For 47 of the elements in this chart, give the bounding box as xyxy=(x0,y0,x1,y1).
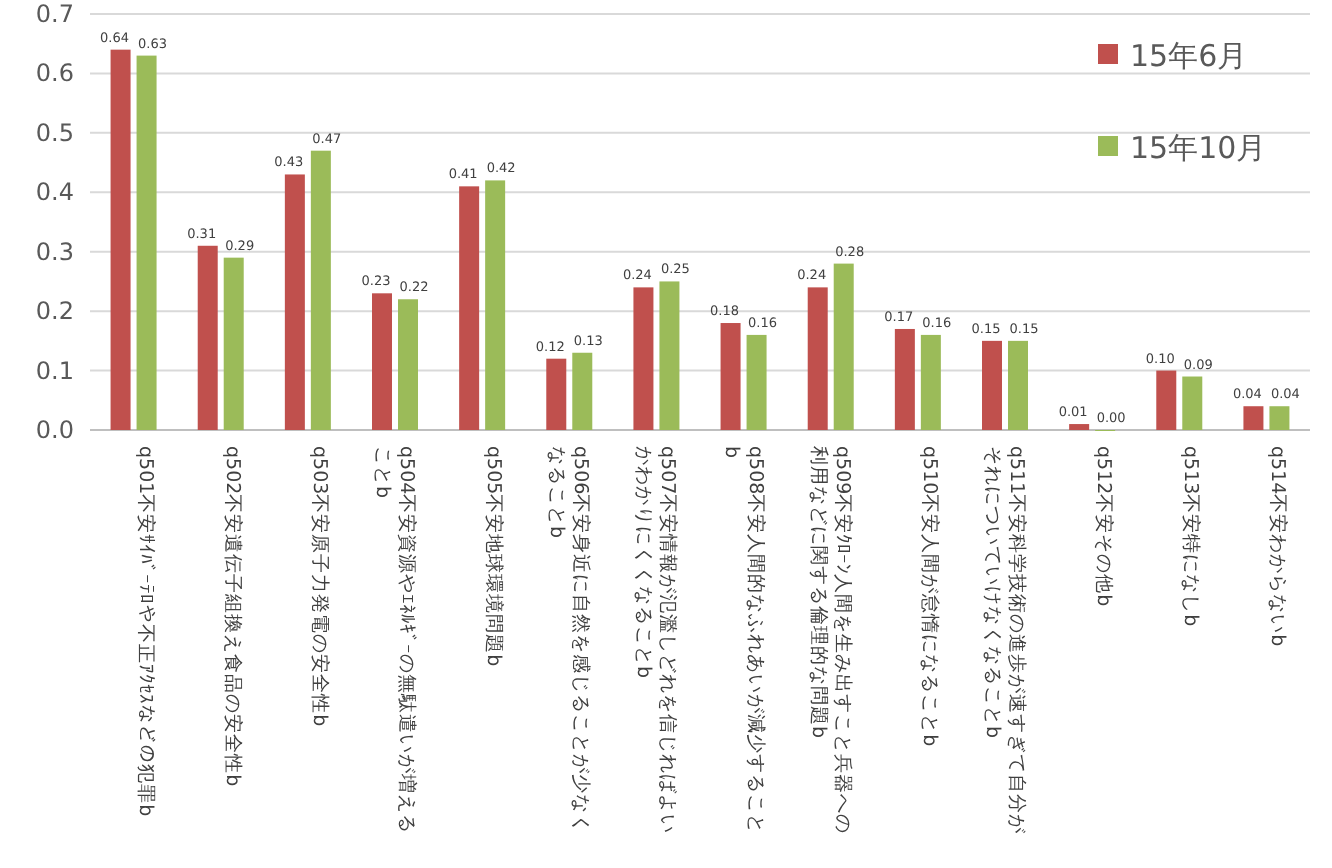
bar xyxy=(310,150,331,430)
bar xyxy=(833,263,854,430)
bar xyxy=(633,287,654,430)
x-tick-label: q503不安原子力発電の安全性b xyxy=(307,446,332,727)
bar xyxy=(572,352,593,430)
bar xyxy=(223,257,244,430)
y-tick-label: 0.3 xyxy=(35,237,74,266)
legend-label: 15年10月 xyxy=(1130,130,1267,166)
x-tick-label: q513不安特になしb xyxy=(1179,446,1204,627)
x-tick-label: q512不安その他b xyxy=(1092,446,1117,607)
x-tick-label: q501不安ｻｲﾊﾞｰﾃﾛや不正ｱｸｾｽなどの犯罪b xyxy=(133,446,158,817)
bar xyxy=(1069,424,1090,430)
y-tick-label: 0.6 xyxy=(35,59,74,88)
y-tick-label: 0.1 xyxy=(35,356,74,385)
y-tick-label: 0.2 xyxy=(35,297,74,326)
bar xyxy=(1156,370,1177,430)
x-tick-label: q514不安わからないb xyxy=(1266,446,1291,647)
x-tick-label: q508不安人間的なふれあいが減少することb xyxy=(719,446,768,835)
bar xyxy=(398,299,418,430)
bar xyxy=(1008,340,1028,430)
bar xyxy=(1243,406,1264,430)
bar xyxy=(720,323,741,430)
bar xyxy=(459,186,480,430)
bar xyxy=(485,180,506,430)
y-tick-label: 0.7 xyxy=(35,0,74,28)
bar xyxy=(659,281,680,430)
bar xyxy=(807,287,828,430)
x-tick-label: q510不安人間が怠惰になることb xyxy=(917,446,942,747)
bar xyxy=(746,334,767,430)
y-tick-label: 0.0 xyxy=(35,416,74,444)
y-tick-label: 0.5 xyxy=(35,118,74,147)
bar xyxy=(920,334,941,430)
bar xyxy=(1182,376,1203,430)
bar xyxy=(894,328,915,430)
bar xyxy=(982,340,1002,430)
bar xyxy=(136,55,157,430)
y-tick-label: 0.4 xyxy=(35,178,74,207)
bar xyxy=(1269,406,1290,430)
bar xyxy=(284,174,305,430)
bar xyxy=(110,49,131,430)
bar xyxy=(372,293,392,430)
x-tick-label: q502不安遺伝子組換え食品の安全性b xyxy=(220,446,245,787)
bar xyxy=(197,245,218,430)
bar xyxy=(546,358,567,430)
x-tick-label: q505不安地球環境問題b xyxy=(482,446,507,667)
legend-label: 15年6月 xyxy=(1130,38,1248,74)
x-tick-label: q504不安資源やｴﾈﾙｷﾞｰの無駄遣いが増えることb xyxy=(371,446,419,835)
